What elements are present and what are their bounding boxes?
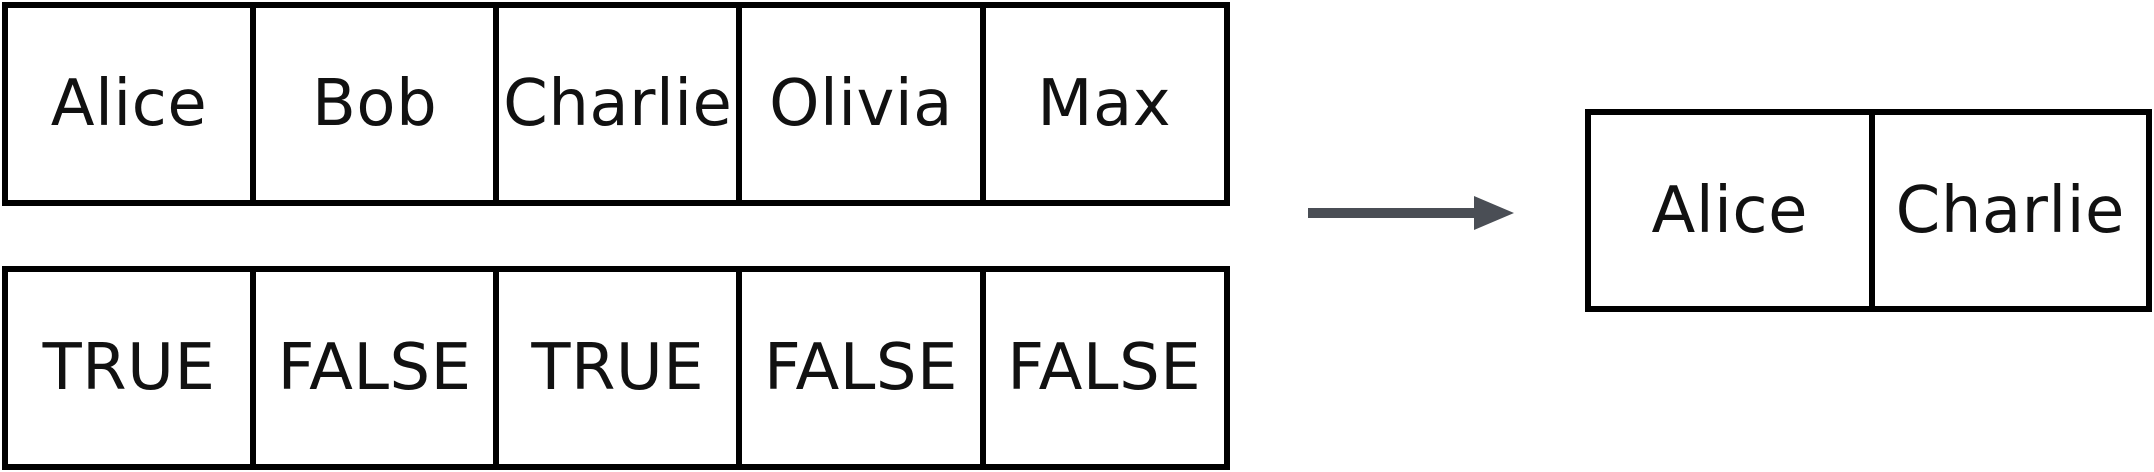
flag-cell: TRUE — [493, 272, 736, 464]
flag-cell: FALSE — [979, 272, 1223, 464]
name-cell: Alice — [50, 67, 208, 141]
result-vector: Alice Charlie — [1585, 109, 2152, 312]
flag-cell: FALSE — [736, 272, 979, 464]
name-cell: Bob — [250, 8, 493, 200]
name-cell: Charlie — [493, 8, 736, 200]
name-cell: Max — [979, 8, 1223, 200]
result-cell: Alice — [1651, 173, 1808, 248]
result-cell: Charlie — [1868, 115, 2147, 306]
flag-cell: FALSE — [250, 272, 493, 464]
name-cell: Olivia — [736, 8, 979, 200]
flag-cell: TRUE — [42, 331, 216, 405]
names-vector: Alice Bob Charlie Olivia Max — [2, 2, 1230, 206]
logical-vector: TRUE FALSE TRUE FALSE FALSE — [2, 266, 1230, 470]
arrow-right-icon — [1308, 196, 1514, 230]
